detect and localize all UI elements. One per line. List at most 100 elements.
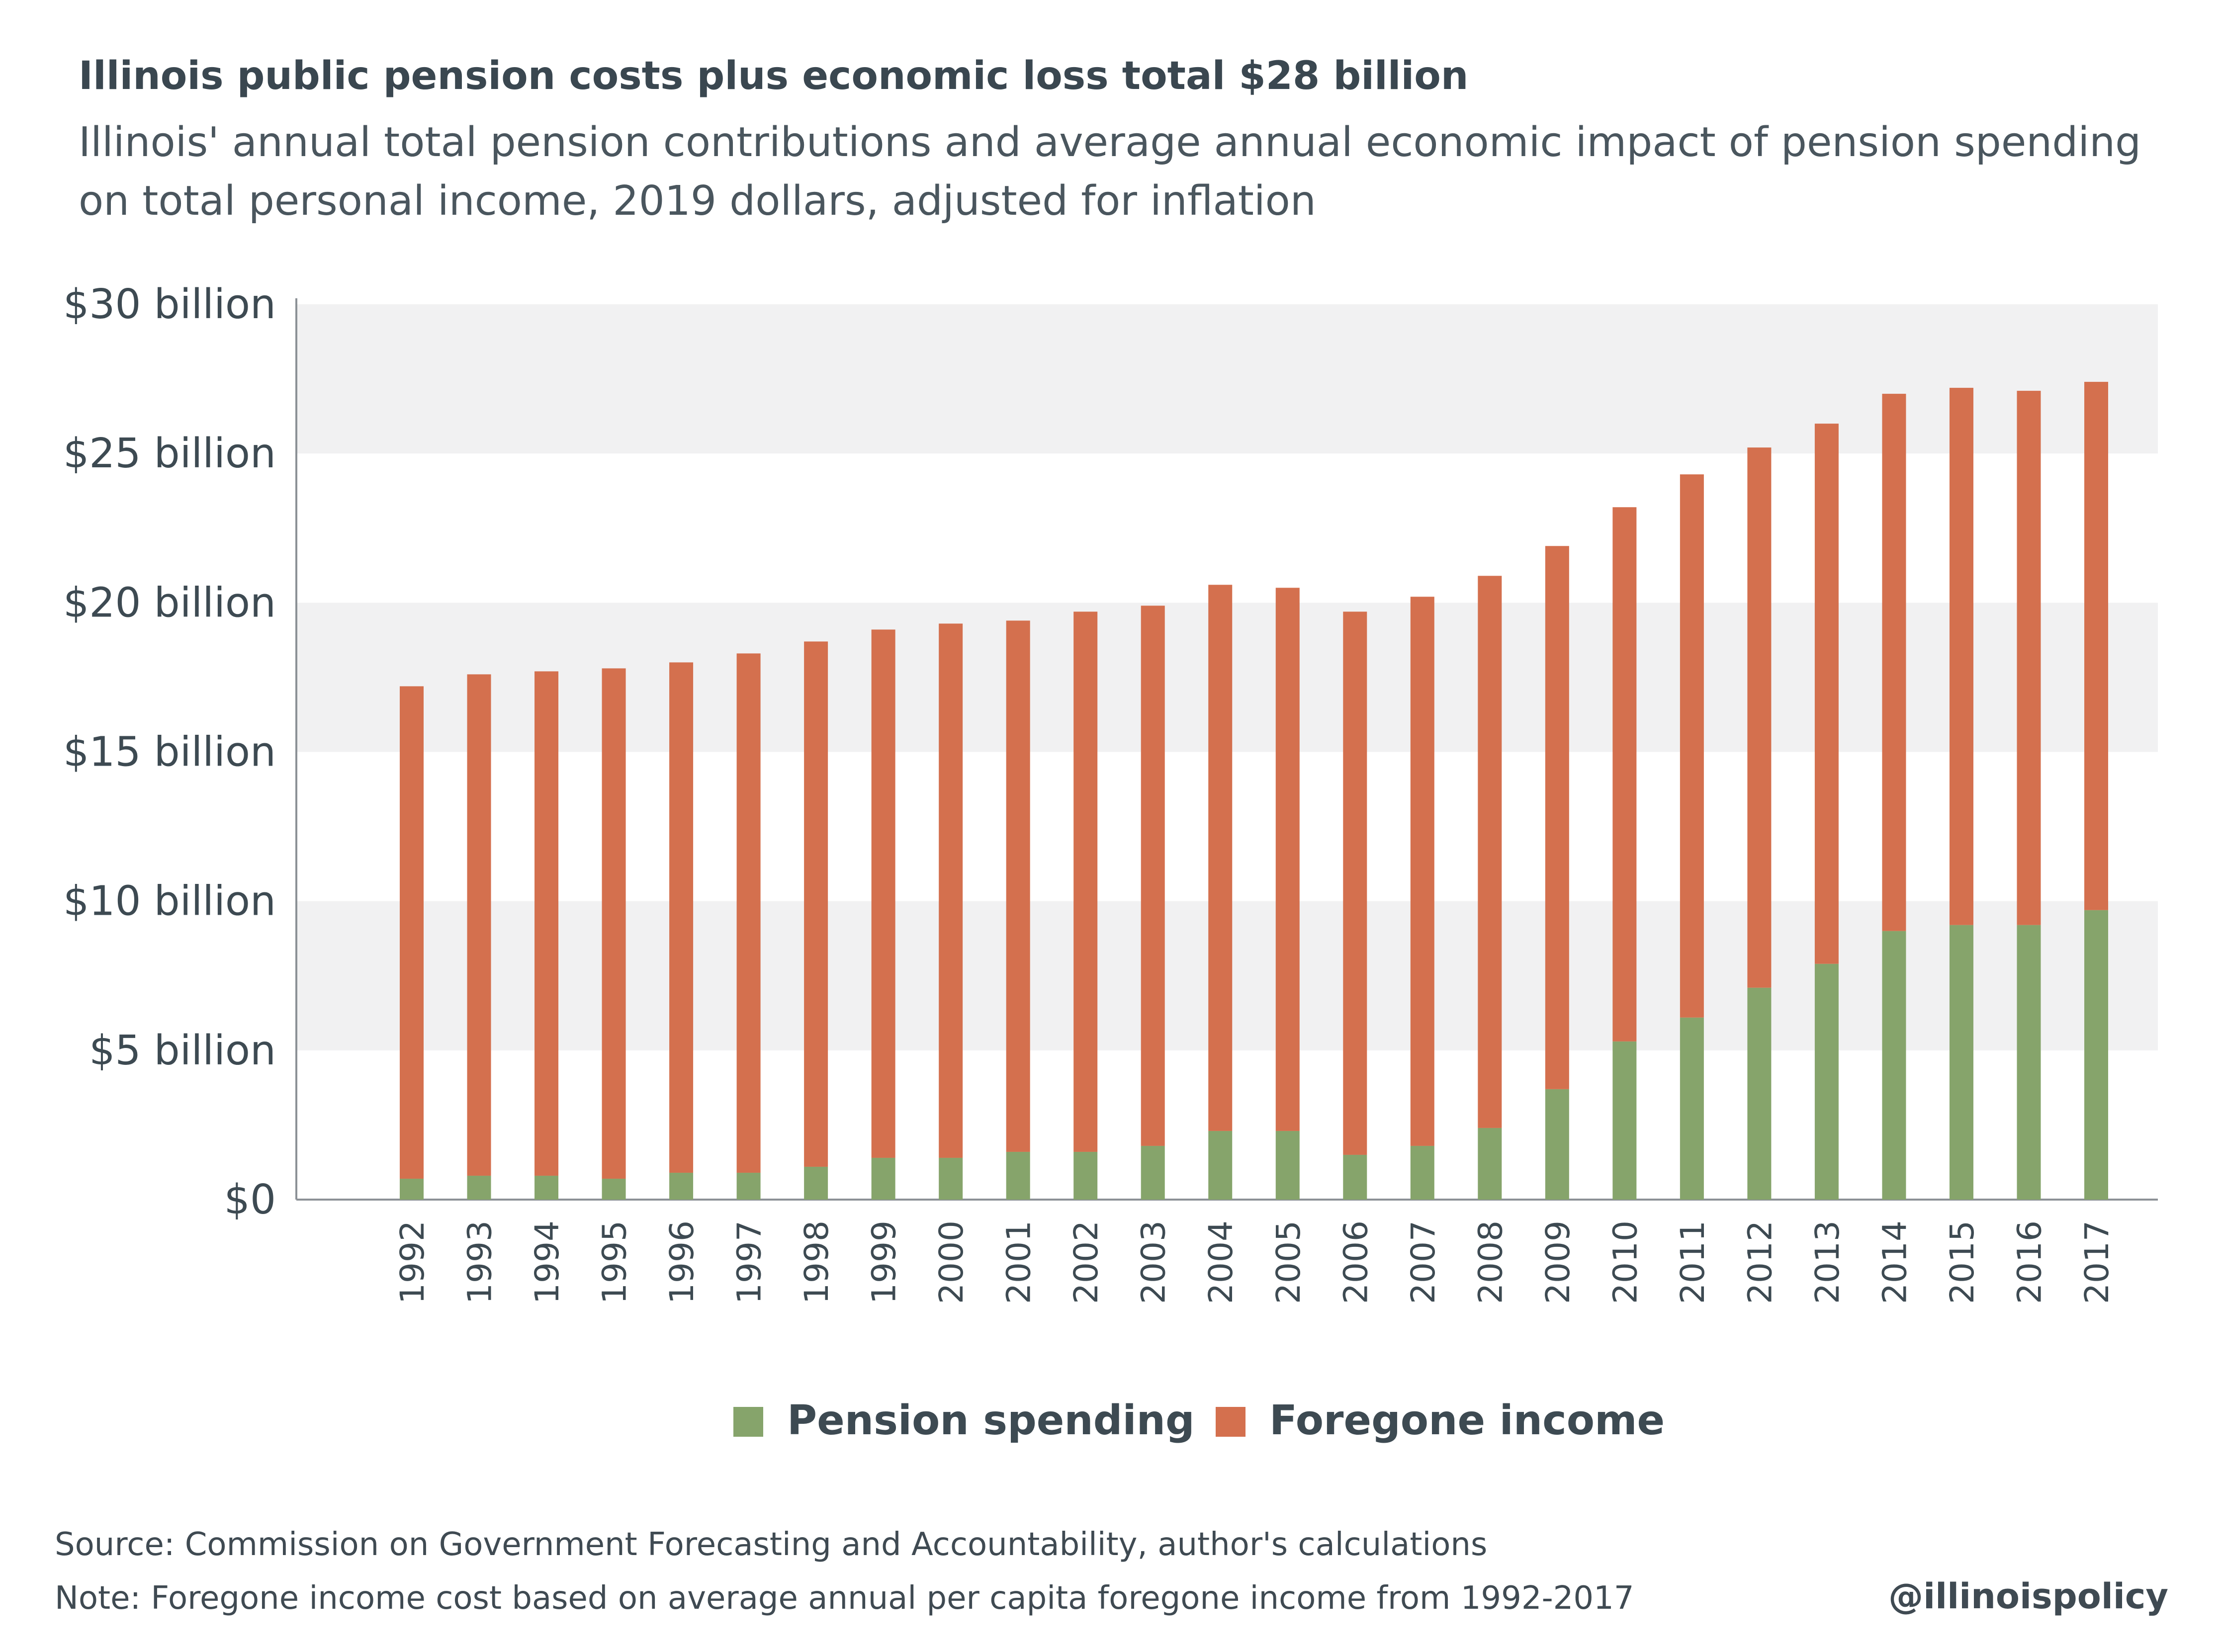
bar-foregone-income-1998 <box>804 641 828 1167</box>
bar-foregone-income-2007 <box>1410 597 1434 1146</box>
bar-foregone-income-2015 <box>1949 388 1973 925</box>
bar-pension-spending-1995 <box>602 1178 626 1200</box>
y-tick-label: $30 billion <box>63 281 276 328</box>
bar-foregone-income-2002 <box>1073 611 1098 1152</box>
bar-pension-spending-1992 <box>400 1178 424 1200</box>
bar-foregone-income-2010 <box>1612 507 1637 1042</box>
y-tick-label: $0 <box>224 1176 276 1223</box>
x-tick-label: 2005 <box>1269 1220 1308 1304</box>
x-tick-label: 1994 <box>528 1220 566 1304</box>
bar-foregone-income-1997 <box>736 653 761 1173</box>
x-tick-label: 2016 <box>2010 1220 2048 1304</box>
bar-foregone-income-2011 <box>1680 474 1704 1018</box>
bar-pension-spending-1999 <box>871 1157 895 1200</box>
bar-foregone-income-2003 <box>1141 606 1165 1146</box>
bar-foregone-income-2008 <box>1478 576 1502 1128</box>
bar-pension-spending-2016 <box>2017 925 2041 1200</box>
x-tick-label: 2017 <box>2078 1220 2116 1304</box>
bar-foregone-income-2014 <box>1882 394 1906 931</box>
x-tick-label: 2014 <box>1875 1220 1914 1304</box>
legend-label: Foregone income <box>1269 1397 1665 1444</box>
footnote: Note: Foregone income cost based on aver… <box>55 1580 1634 1617</box>
y-tick-label: $5 billion <box>89 1027 276 1074</box>
bar-foregone-income-1995 <box>602 668 626 1179</box>
bar-pension-spending-1996 <box>669 1172 694 1200</box>
chart-subtitle: Illinois' annual total pension contribut… <box>79 119 2141 225</box>
y-tick-label: $15 billion <box>63 729 276 776</box>
bar-foregone-income-2001 <box>1006 620 1030 1152</box>
legend-label: Pension spending <box>787 1397 1195 1444</box>
bar-pension-spending-2011 <box>1680 1017 1704 1200</box>
bar-pension-spending-2004 <box>1208 1130 1233 1200</box>
legend-swatch <box>733 1407 763 1437</box>
legend-swatch <box>1216 1407 1245 1437</box>
x-tick-label: 2013 <box>1808 1220 1847 1304</box>
bars <box>400 382 2108 1200</box>
x-tick-label: 2015 <box>1943 1220 1981 1304</box>
bar-pension-spending-2014 <box>1882 931 1906 1200</box>
bar-pension-spending-2015 <box>1949 925 1973 1200</box>
bar-pension-spending-2017 <box>2084 910 2108 1200</box>
bar-pension-spending-2001 <box>1006 1151 1030 1200</box>
bar-pension-spending-2005 <box>1275 1130 1300 1200</box>
bar-foregone-income-2000 <box>939 623 963 1158</box>
x-tick-label: 2007 <box>1404 1220 1442 1304</box>
x-tick-label: 2011 <box>1674 1220 1712 1304</box>
grid-band <box>296 304 2158 454</box>
bar-pension-spending-2003 <box>1141 1145 1165 1200</box>
social-handle: @illinoispolicy <box>1888 1576 2168 1617</box>
bar-foregone-income-2017 <box>2084 382 2108 910</box>
bar-foregone-income-2004 <box>1208 585 1233 1131</box>
bar-foregone-income-2009 <box>1545 546 1569 1089</box>
x-tick-label: 2000 <box>932 1220 971 1304</box>
x-tick-label: 1996 <box>663 1220 701 1304</box>
bar-foregone-income-2006 <box>1343 611 1367 1155</box>
x-tick-label: 2006 <box>1336 1220 1375 1304</box>
x-tick-label: 2008 <box>1471 1220 1510 1304</box>
x-tick-label: 1999 <box>865 1220 903 1304</box>
bar-foregone-income-2016 <box>2017 391 2041 925</box>
bar-foregone-income-1996 <box>669 662 694 1173</box>
x-tick-label: 2010 <box>1606 1220 1644 1304</box>
x-tick-label: 2003 <box>1135 1220 1173 1304</box>
x-tick-label: 1992 <box>393 1220 432 1304</box>
bar-foregone-income-2012 <box>1747 447 1772 988</box>
bar-pension-spending-1997 <box>736 1172 761 1200</box>
bar-foregone-income-2013 <box>1814 424 1839 964</box>
x-tick-label: 1995 <box>596 1220 634 1304</box>
bar-pension-spending-2007 <box>1410 1145 1434 1200</box>
x-tick-label: 2002 <box>1067 1220 1105 1304</box>
bar-pension-spending-2012 <box>1747 987 1772 1200</box>
x-tick-label: 2004 <box>1202 1220 1240 1304</box>
bar-pension-spending-1994 <box>534 1175 559 1200</box>
x-axis-labels: 1992 1993 1994 1995 1996 1997 1998 1999 2000 2001… <box>393 1220 2116 1304</box>
x-tick-label: 1993 <box>461 1220 499 1304</box>
source-note: Source: Commission on Government Forecas… <box>55 1526 1488 1563</box>
bar-pension-spending-1998 <box>804 1166 828 1200</box>
bar-pension-spending-2006 <box>1343 1154 1367 1200</box>
y-tick-label: $10 billion <box>63 878 276 925</box>
x-tick-label: 2012 <box>1741 1220 1779 1304</box>
bar-pension-spending-1993 <box>467 1175 491 1200</box>
bar-foregone-income-1994 <box>534 671 559 1176</box>
chart-title: Illinois public pension costs plus econo… <box>79 54 1469 98</box>
y-tick-label: $20 billion <box>63 579 276 626</box>
y-tick-label: $25 billion <box>63 430 276 477</box>
bar-pension-spending-2008 <box>1478 1128 1502 1200</box>
bar-pension-spending-2009 <box>1545 1089 1569 1200</box>
bar-pension-spending-2002 <box>1073 1151 1098 1200</box>
x-tick-label: 1998 <box>798 1220 836 1304</box>
bar-pension-spending-2000 <box>939 1157 963 1200</box>
legend: Pension spending Foregone income <box>733 1397 1665 1444</box>
y-axis: $0 $5 billion $10 billion $15 billion $20 bi… <box>63 281 2158 1223</box>
bar-foregone-income-1993 <box>467 674 491 1176</box>
bar-pension-spending-2013 <box>1814 963 1839 1200</box>
x-tick-label: 2009 <box>1539 1220 1577 1304</box>
bar-foregone-income-1992 <box>400 686 424 1179</box>
x-tick-label: 2001 <box>1000 1220 1038 1304</box>
x-tick-label: 1997 <box>730 1220 769 1304</box>
bar-foregone-income-2005 <box>1275 588 1300 1131</box>
bar-foregone-income-1999 <box>871 629 895 1158</box>
bar-pension-spending-2010 <box>1612 1041 1637 1200</box>
